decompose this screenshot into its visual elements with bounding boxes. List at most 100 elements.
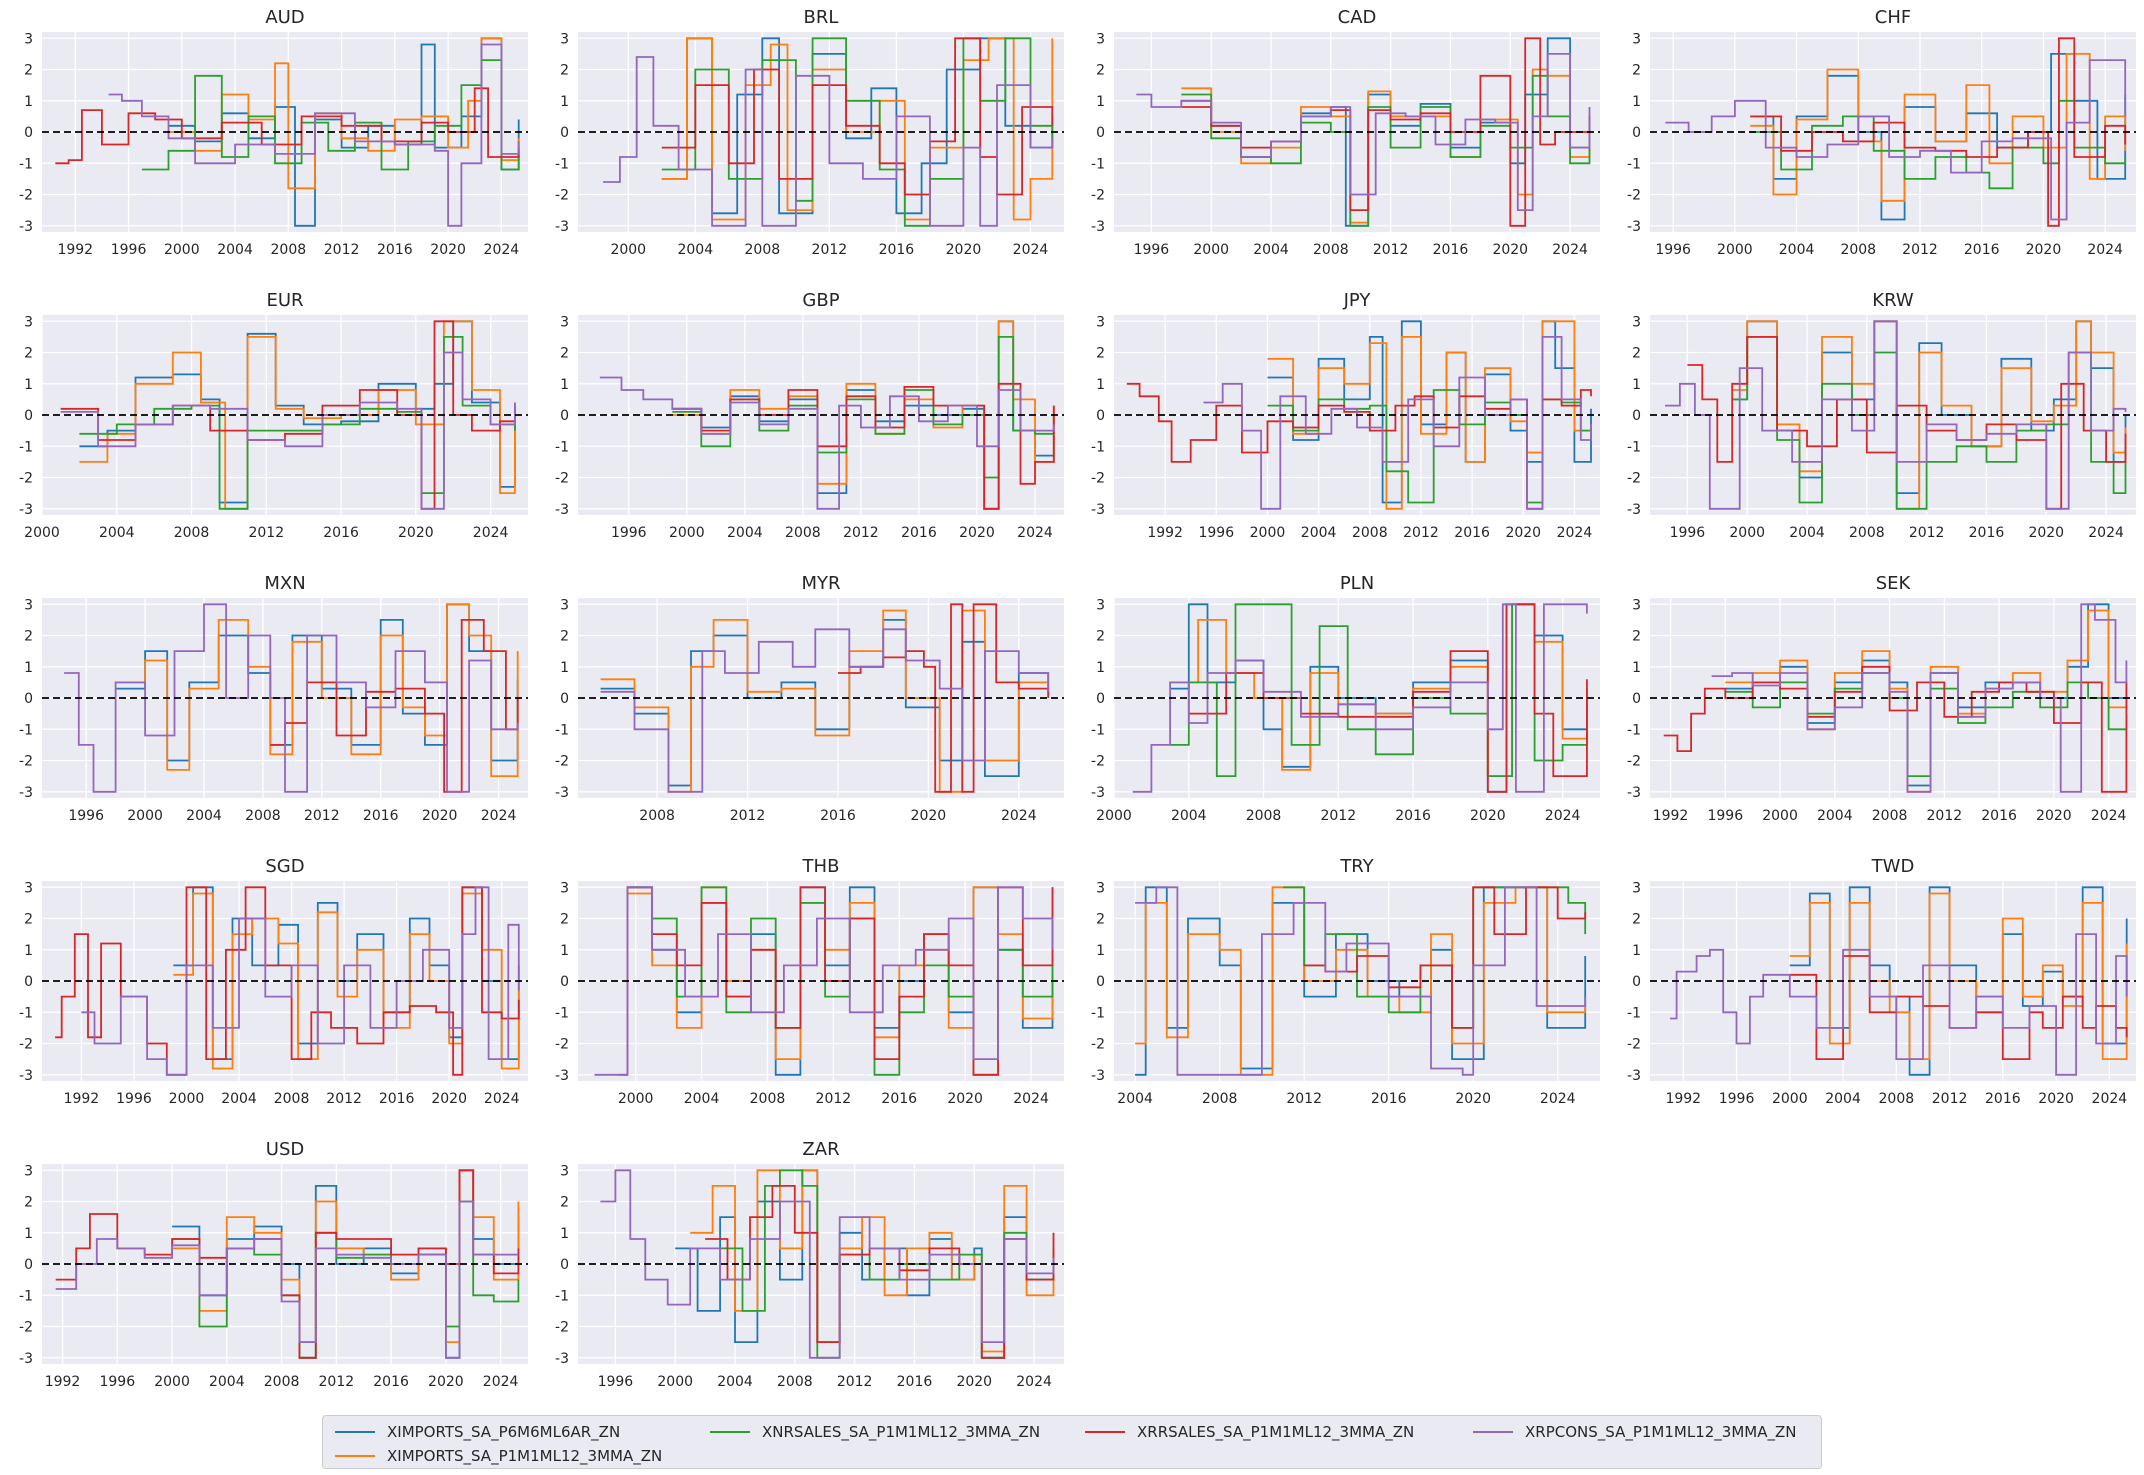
y-tick-label: -2 (1627, 471, 1641, 487)
x-tick-label: 2024 (1552, 242, 1588, 258)
legend-swatch-orange (335, 1455, 375, 1457)
x-tick-label: 2024 (481, 808, 517, 824)
y-tick-label: -1 (1627, 722, 1641, 738)
x-tick-label: 2008 (1840, 242, 1876, 258)
legend-item-ximports-p6m6ml6ar: XIMPORTS_SA_P6M6ML6AR_ZN (335, 1420, 620, 1444)
y-tick-label: -2 (19, 1320, 33, 1336)
x-tick-label: 2008 (777, 1374, 813, 1390)
y-tick-label: 3 (560, 314, 569, 330)
y-tick-label: -2 (19, 471, 33, 487)
legend-item-ximports-p1m1ml12: XIMPORTS_SA_P1M1ML12_3MMA_ZN (335, 1444, 662, 1468)
x-tick-label: 2012 (248, 525, 284, 541)
x-tick-label: 2024 (1013, 242, 1049, 258)
y-tick-label: 2 (24, 63, 33, 79)
x-tick-label: 2020 (911, 808, 947, 824)
x-tick-label: 2004 (209, 1374, 245, 1390)
y-tick-label: 1 (24, 377, 33, 393)
x-tick-label: 2020 (2038, 1091, 2074, 1107)
legend-label: XIMPORTS_SA_P1M1ML12_3MMA_ZN (387, 1447, 663, 1465)
series-line-ximports-sa-p1m1ml12-3mma-zn (173, 892, 520, 1070)
x-tick-label: 2024 (2092, 1091, 2128, 1107)
x-tick-label: 2024 (484, 242, 520, 258)
x-tick-label: 2008 (245, 808, 281, 824)
x-tick-label: 2008 (271, 242, 307, 258)
y-tick-label: -2 (1091, 1037, 1105, 1053)
y-tick-label: 0 (1632, 408, 1641, 424)
y-tick-label: -3 (1627, 219, 1641, 235)
y-tick-label: -1 (555, 1288, 569, 1304)
y-tick-label: -1 (555, 1005, 569, 1021)
y-tick-label: -1 (1091, 439, 1105, 455)
x-tick-label: 2004 (684, 1091, 720, 1107)
y-tick-label: 0 (1096, 974, 1105, 990)
y-tick-label: -2 (555, 188, 569, 204)
x-tick-label: 2016 (881, 1091, 917, 1107)
x-tick-label: 1996 (611, 525, 647, 541)
x-tick-label: 2000 (610, 242, 646, 258)
panel-title: GBP (802, 290, 839, 311)
y-tick-label: -3 (555, 1068, 569, 1084)
x-tick-label: 2012 (1373, 242, 1409, 258)
panel-krw: KRW -3 -2 -1 0 1 2 3 1996 2000 2004 2008 2012 2016 202… (1627, 290, 2136, 541)
y-tick-label: -1 (1627, 1005, 1641, 1021)
panel-thb: THB -3 -2 -1 0 1 2 3 2000 2004 2008 2012 2016 2020 202… (555, 856, 1064, 1107)
x-tick-label: 2004 (221, 1091, 257, 1107)
x-tick-label: 2016 (1395, 808, 1431, 824)
x-tick-label: 2004 (727, 525, 763, 541)
y-tick-label: 0 (560, 974, 569, 990)
y-tick-label: 2 (24, 1195, 33, 1211)
x-tick-label: 2000 (1193, 242, 1229, 258)
x-tick-label: 2020 (946, 242, 982, 258)
x-tick-label: 2004 (1825, 1091, 1861, 1107)
x-tick-label: 2020 (1492, 242, 1528, 258)
x-tick-label: 2008 (274, 1091, 310, 1107)
series-line-xrpcons-sa-p1m1ml12-3mma-zn (594, 886, 1054, 1076)
series-line-xrpcons-sa-p1m1ml12-3mma-zn (1136, 53, 1591, 211)
x-tick-label: 2000 (1729, 525, 1765, 541)
y-tick-label: -1 (19, 1005, 33, 1021)
x-tick-label: 2008 (639, 808, 675, 824)
x-tick-label: 2024 (1016, 1374, 1052, 1390)
panel-title: THB (802, 856, 840, 877)
x-tick-label: 2012 (1932, 1091, 1968, 1107)
x-tick-label: 1996 (1719, 1091, 1755, 1107)
legend-item-xrpcons: XRPCONS_SA_P1M1ML12_3MMA_ZN (1473, 1420, 1796, 1444)
y-tick-label: 2 (24, 912, 33, 928)
series-line-xrpcons-sa-p1m1ml12-3mma-zn (603, 56, 1054, 227)
x-tick-label: 2000 (169, 1091, 205, 1107)
x-tick-label: 2024 (484, 1091, 520, 1107)
x-tick-label: 2016 (323, 525, 359, 541)
y-tick-label: -3 (555, 502, 569, 518)
x-tick-label: 2012 (1927, 808, 1963, 824)
x-tick-label: 2020 (431, 1091, 467, 1107)
x-tick-label: 2016 (879, 242, 915, 258)
x-tick-label: 2012 (1403, 525, 1439, 541)
y-tick-label: 1 (560, 377, 569, 393)
y-tick-label: 1 (1096, 943, 1105, 959)
x-tick-label: 2020 (422, 808, 458, 824)
x-tick-label: 2004 (99, 525, 135, 541)
y-tick-label: 2 (24, 629, 33, 645)
x-tick-label: 1996 (116, 1091, 152, 1107)
series-group (1136, 37, 1591, 227)
x-tick-label: 2024 (2091, 808, 2127, 824)
series-line-xrpcons-sa-p1m1ml12-3mma-zn (1711, 603, 2128, 793)
x-tick-label: 1996 (68, 808, 104, 824)
x-tick-label: 2016 (1454, 525, 1490, 541)
panel-title: KRW (1872, 290, 1914, 311)
y-tick-label: 3 (560, 880, 569, 896)
y-tick-label: 2 (1632, 63, 1641, 79)
x-tick-label: 2000 (24, 525, 60, 541)
y-tick-label: 1 (560, 943, 569, 959)
y-tick-label: -3 (1627, 502, 1641, 518)
series-group (1663, 603, 2128, 793)
x-tick-label: 2012 (816, 1091, 852, 1107)
series-line-xnrsales-sa-p1m1ml12-3mma-zn (1181, 74, 1591, 227)
x-tick-label: 1992 (1653, 808, 1689, 824)
x-tick-label: 2024 (1540, 1091, 1576, 1107)
y-tick-label: -3 (19, 1351, 33, 1367)
y-tick-label: -2 (1091, 188, 1105, 204)
y-tick-label: 3 (1632, 880, 1641, 896)
y-tick-label: 1 (560, 94, 569, 110)
